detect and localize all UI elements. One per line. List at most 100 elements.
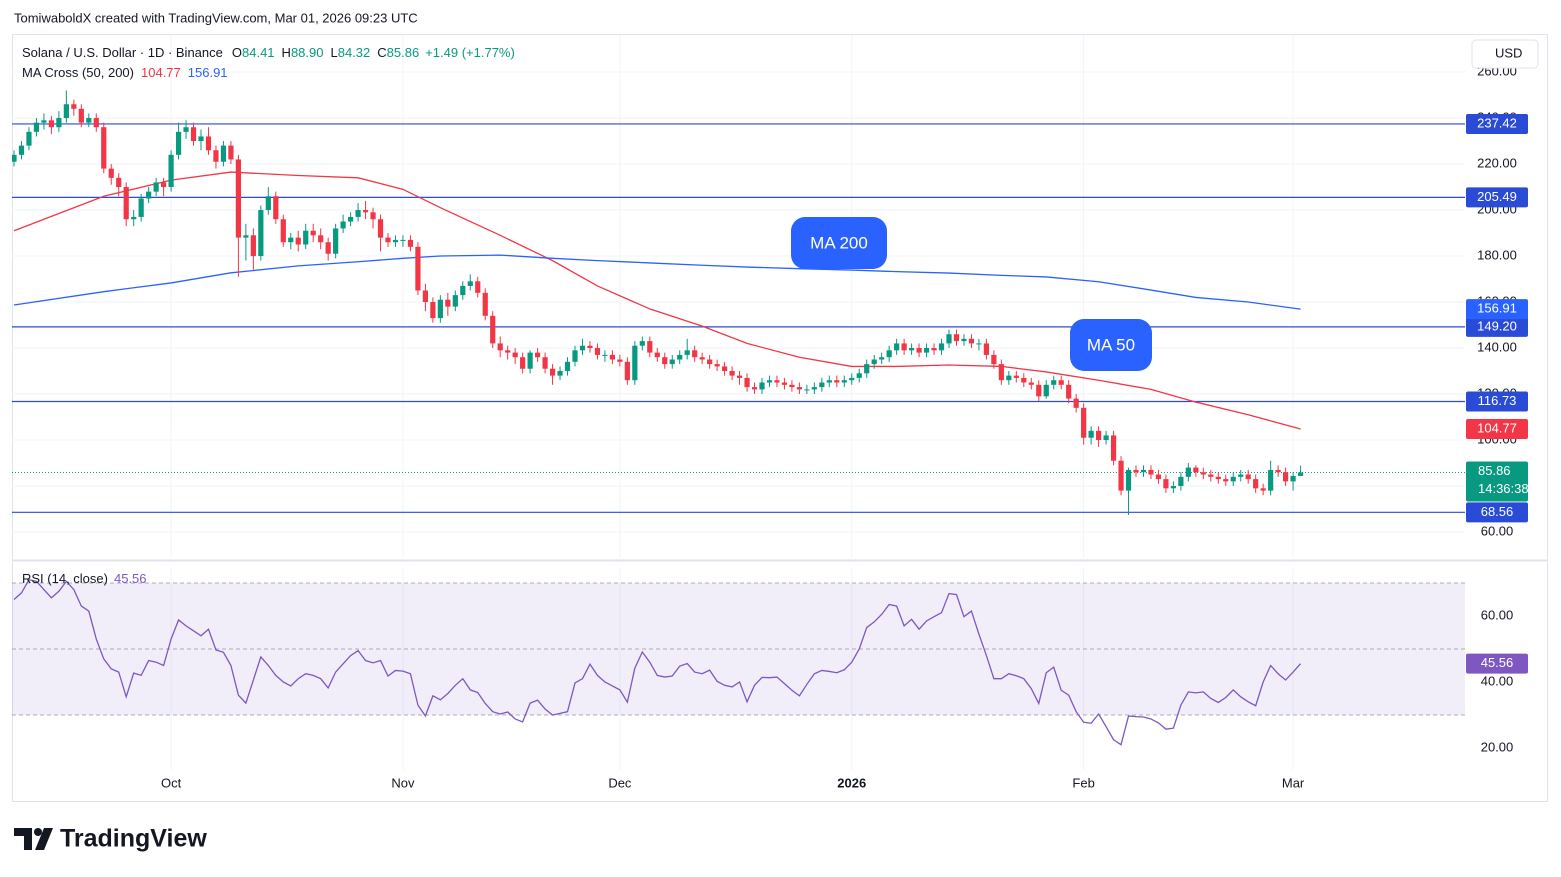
candle-body [1200,472,1206,475]
currency-button-box[interactable] [1471,39,1539,69]
candle-body [235,159,241,238]
candle-body [722,366,728,372]
currency-button[interactable]: USD [1471,39,1539,69]
candle-body [632,345,638,381]
candle-body [909,348,915,351]
candle-body [183,127,189,132]
candle-body [557,371,563,376]
last-price-label: 85.86 [1478,463,1511,478]
rsi-title: RSI (14, close) [22,571,108,586]
candle-body [12,154,17,162]
candle-body [669,359,675,365]
rsi-legend: RSI (14, close) 45.56 [22,571,147,586]
candle-body [1185,467,1191,477]
candle-body [699,357,705,360]
candle-body [161,182,167,188]
candle-body [1230,476,1236,482]
badge-layer: 237.42 205.49 149.20 116.73 68.56 104.77 156.9… [1466,113,1529,674]
candle-body [1066,384,1072,399]
candle-body [1208,474,1214,477]
candle-body [983,343,989,355]
candle-body [1268,469,1274,491]
candle-body [1118,460,1124,491]
candle-body [654,352,660,358]
rsi-badge [1466,653,1528,674]
candle-body [834,380,840,383]
candle-body [48,120,54,128]
candle-body [916,348,922,353]
countdown-label: 14:36:38 [1478,481,1529,496]
currency-label[interactable]: USD [1495,45,1522,60]
candle-body [512,352,518,358]
candle-body [819,382,825,388]
candle-body [946,334,952,344]
candle-body [250,235,256,257]
level-badge [1466,391,1528,412]
levels-layer [12,123,1465,513]
candle-body [759,382,765,390]
ma-line [13,171,1301,430]
candle-body [138,198,144,217]
candle-body [677,354,683,360]
candle-body [258,210,264,257]
candle-body [729,371,735,376]
candle-body [78,108,84,123]
candle-body [228,145,234,160]
candle-body [280,219,286,243]
level-badge [1466,502,1528,523]
x-tick-label: Nov [391,775,415,790]
candle-body [826,380,832,383]
ma-callout [1070,319,1152,371]
candle-body [131,216,137,220]
candle-body [1096,430,1102,441]
plot-layer [12,90,1304,515]
candle-body [647,341,653,353]
candle-body [362,210,369,213]
candle-body [482,292,488,316]
candle-body [415,246,421,291]
candle-body [714,364,720,367]
candle-body [265,196,271,211]
indicator-name: MA Cross (50, 200) [22,65,134,80]
ohlc-value: 88.90 [291,45,324,60]
candle-body [288,237,294,243]
x-tick-label: 2026 [837,775,866,790]
candle-body [684,350,690,355]
rsi-badge-label: 45.56 [1481,655,1514,670]
level-label: 116.73 [1478,393,1517,408]
candle-body [123,187,129,220]
y-tick-label: 140.00 [1477,339,1517,354]
candle-body [535,352,541,358]
candle-body [400,239,406,241]
candle-body [93,118,99,128]
candle-body [1006,375,1012,381]
candle-body [1021,377,1027,383]
candle-body [460,285,466,296]
candle-body [146,191,152,199]
candle-body [886,350,892,358]
candle-body [1163,479,1169,489]
brand-name: TradingView [60,825,207,853]
candle-body [542,357,548,369]
candle-body [175,131,182,155]
candle-body [333,228,339,254]
candle-body [938,343,945,351]
indicator-value: 104.77 [141,65,181,80]
candle-body [1058,380,1064,385]
candle-body [26,131,32,146]
candle-body [310,230,316,236]
candle-body [1223,479,1229,482]
level-label: 68.56 [1481,504,1514,519]
candle-body [692,350,698,358]
candle-body [505,350,511,353]
candle-body [1148,469,1154,475]
candle-body [841,380,847,383]
candle-body [864,364,870,374]
legend-layer: Solana / U.S. Dollar · 1D · Binance O84.4… [22,45,515,586]
candle-body [1133,469,1139,473]
candle-body [1103,435,1109,441]
candle-body [303,230,309,245]
x-tick-label: Dec [608,775,632,790]
